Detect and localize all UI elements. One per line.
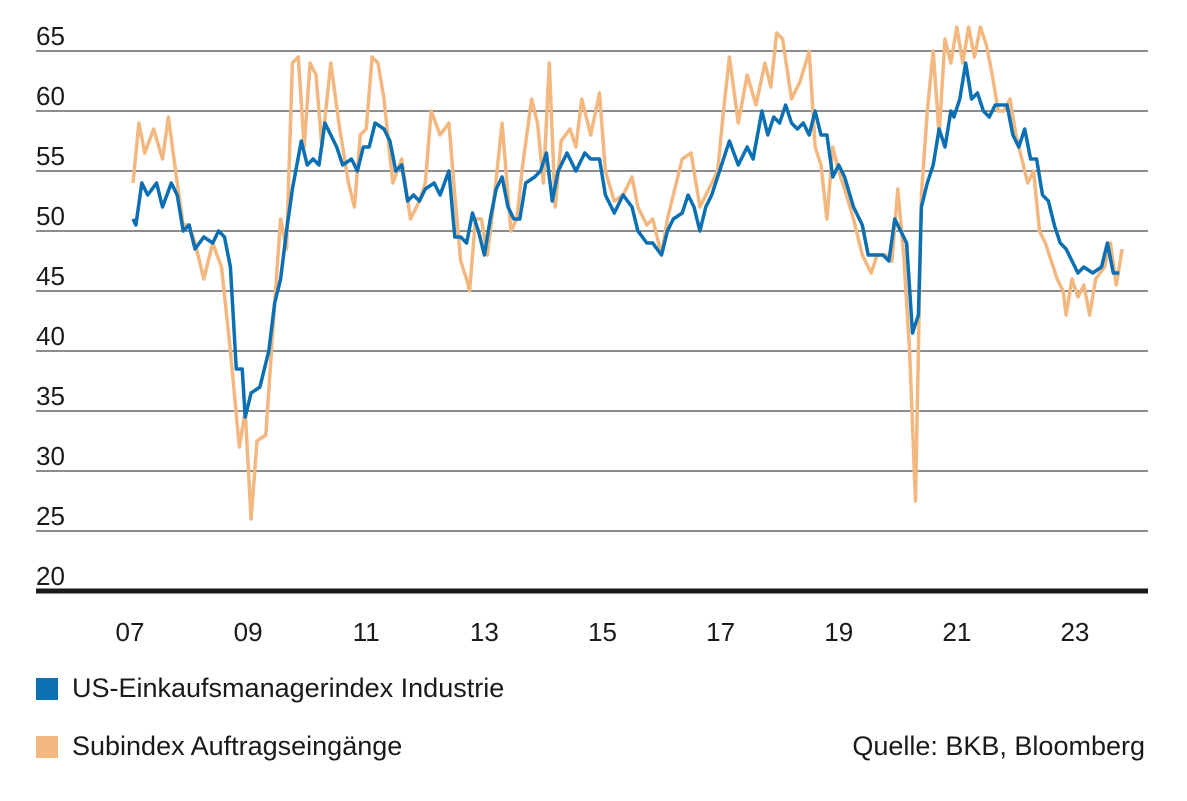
x-tick-label: 21: [942, 617, 971, 647]
y-tick-label: 25: [36, 501, 65, 531]
x-tick-label: 23: [1060, 617, 1089, 647]
x-tick-label: 11: [353, 617, 380, 647]
source-note: Quelle: BKB, Bloomberg: [852, 731, 1145, 761]
chart-plot: 20 25 30 35 40 45 50 55 60 65 07 09 11 13 15 17 19 21 23: [36, 21, 1148, 647]
series-line-0: [131, 25, 1124, 521]
y-tick-label: 60: [36, 81, 65, 111]
y-tick-label: 45: [36, 261, 65, 291]
y-tick-label: 35: [36, 381, 65, 411]
legend-swatch-pmi: [36, 677, 58, 700]
x-tick-label: 19: [824, 617, 853, 647]
legend-swatch-orders: [36, 735, 58, 758]
y-tick-label: 20: [36, 561, 65, 591]
y-tick-label: 50: [36, 201, 65, 231]
grid-lines: [36, 50, 1148, 532]
y-tick-label: 55: [36, 141, 65, 171]
x-tick-label: 17: [706, 617, 735, 647]
legend-item-pmi: US-Einkaufsmanagerindex Industrie: [36, 673, 504, 704]
legend-label-orders: Subindex Auftragseingänge: [72, 731, 403, 761]
x-axis-ticks: 07 09 11 13 15 17 19 21 23: [116, 617, 1090, 647]
y-axis-ticks: 20 25 30 35 40 45 50 55 60 65: [36, 21, 65, 591]
y-tick-label: 65: [36, 21, 65, 51]
y-tick-label: 30: [36, 441, 65, 471]
x-tick-label: 09: [234, 617, 263, 647]
x-tick-label: 15: [588, 617, 617, 647]
series-line-1: [131, 61, 1120, 419]
series-layer: [131, 25, 1124, 521]
legend-label-pmi: US-Einkaufsmanagerindex Industrie: [72, 673, 505, 703]
y-tick-label: 40: [36, 321, 65, 351]
x-tick-label: 07: [116, 617, 145, 647]
legend-item-orders: Subindex Auftragseingänge: [36, 731, 402, 762]
x-tick-label: 13: [470, 617, 499, 647]
